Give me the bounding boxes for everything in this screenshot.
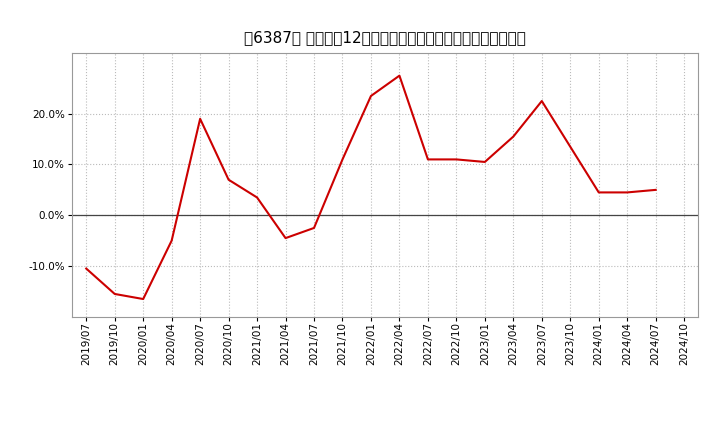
Title: ［6387］ 売上高の12か月移動合計の対前年同期増減率の推移: ［6387］ 売上高の12か月移動合計の対前年同期増減率の推移	[244, 29, 526, 45]
